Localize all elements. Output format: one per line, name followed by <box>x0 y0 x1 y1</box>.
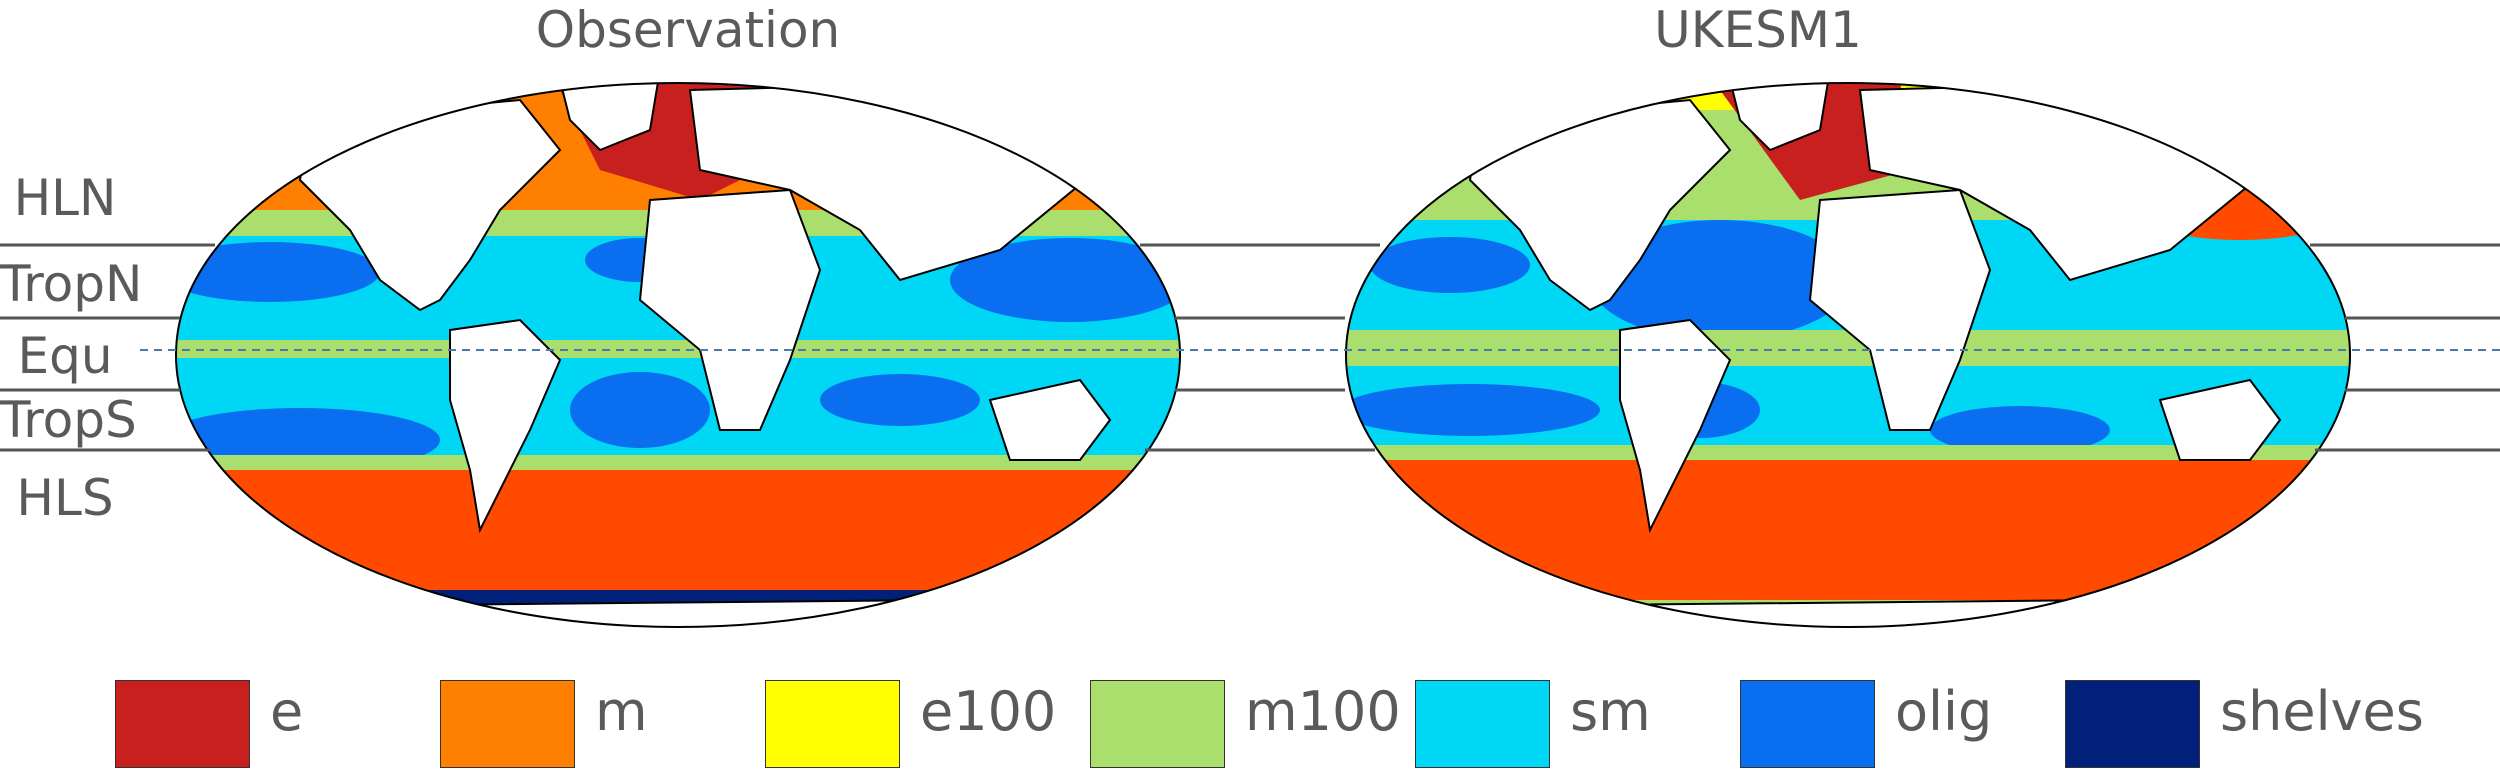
ukesm1-ocean-biomes <box>1346 83 2350 627</box>
region-label-equ: Equ <box>17 327 113 385</box>
legend-swatch-sm <box>1415 680 1550 768</box>
legend-label-olig: olig <box>1895 680 1993 743</box>
region-label-hls: HLS <box>16 469 114 527</box>
region-label-tropn: TropN <box>0 255 143 313</box>
observation-ocean-biomes <box>176 83 1180 627</box>
observation-map-title: Observation <box>535 1 841 59</box>
legend-label-sm: sm <box>1570 680 1651 743</box>
legend-swatch-m <box>440 680 575 768</box>
region-boundaries <box>0 243 2500 452</box>
observation-map <box>175 82 1181 628</box>
maps-graphic <box>0 82 2500 628</box>
ukesm1-map-title: UKESM1 <box>1654 1 1862 59</box>
legend-swatch-m100 <box>1090 680 1225 768</box>
legend-swatch-e100 <box>765 680 900 768</box>
legend-label-m: m <box>595 680 648 743</box>
region-label-trops: TropS <box>0 391 137 449</box>
region-label-hln: HLN <box>13 169 117 227</box>
legend-label-e: e <box>270 680 304 743</box>
legend-label-m100: m100 <box>1245 680 1401 743</box>
legend-swatch-shelves <box>2065 680 2200 768</box>
legend-swatch-e <box>115 680 250 768</box>
ukesm1-map <box>1345 82 2351 628</box>
legend-swatch-olig <box>1740 680 1875 768</box>
legend-label-shelves: shelves <box>2220 680 2424 743</box>
legend-label-e100: e100 <box>920 680 1057 743</box>
